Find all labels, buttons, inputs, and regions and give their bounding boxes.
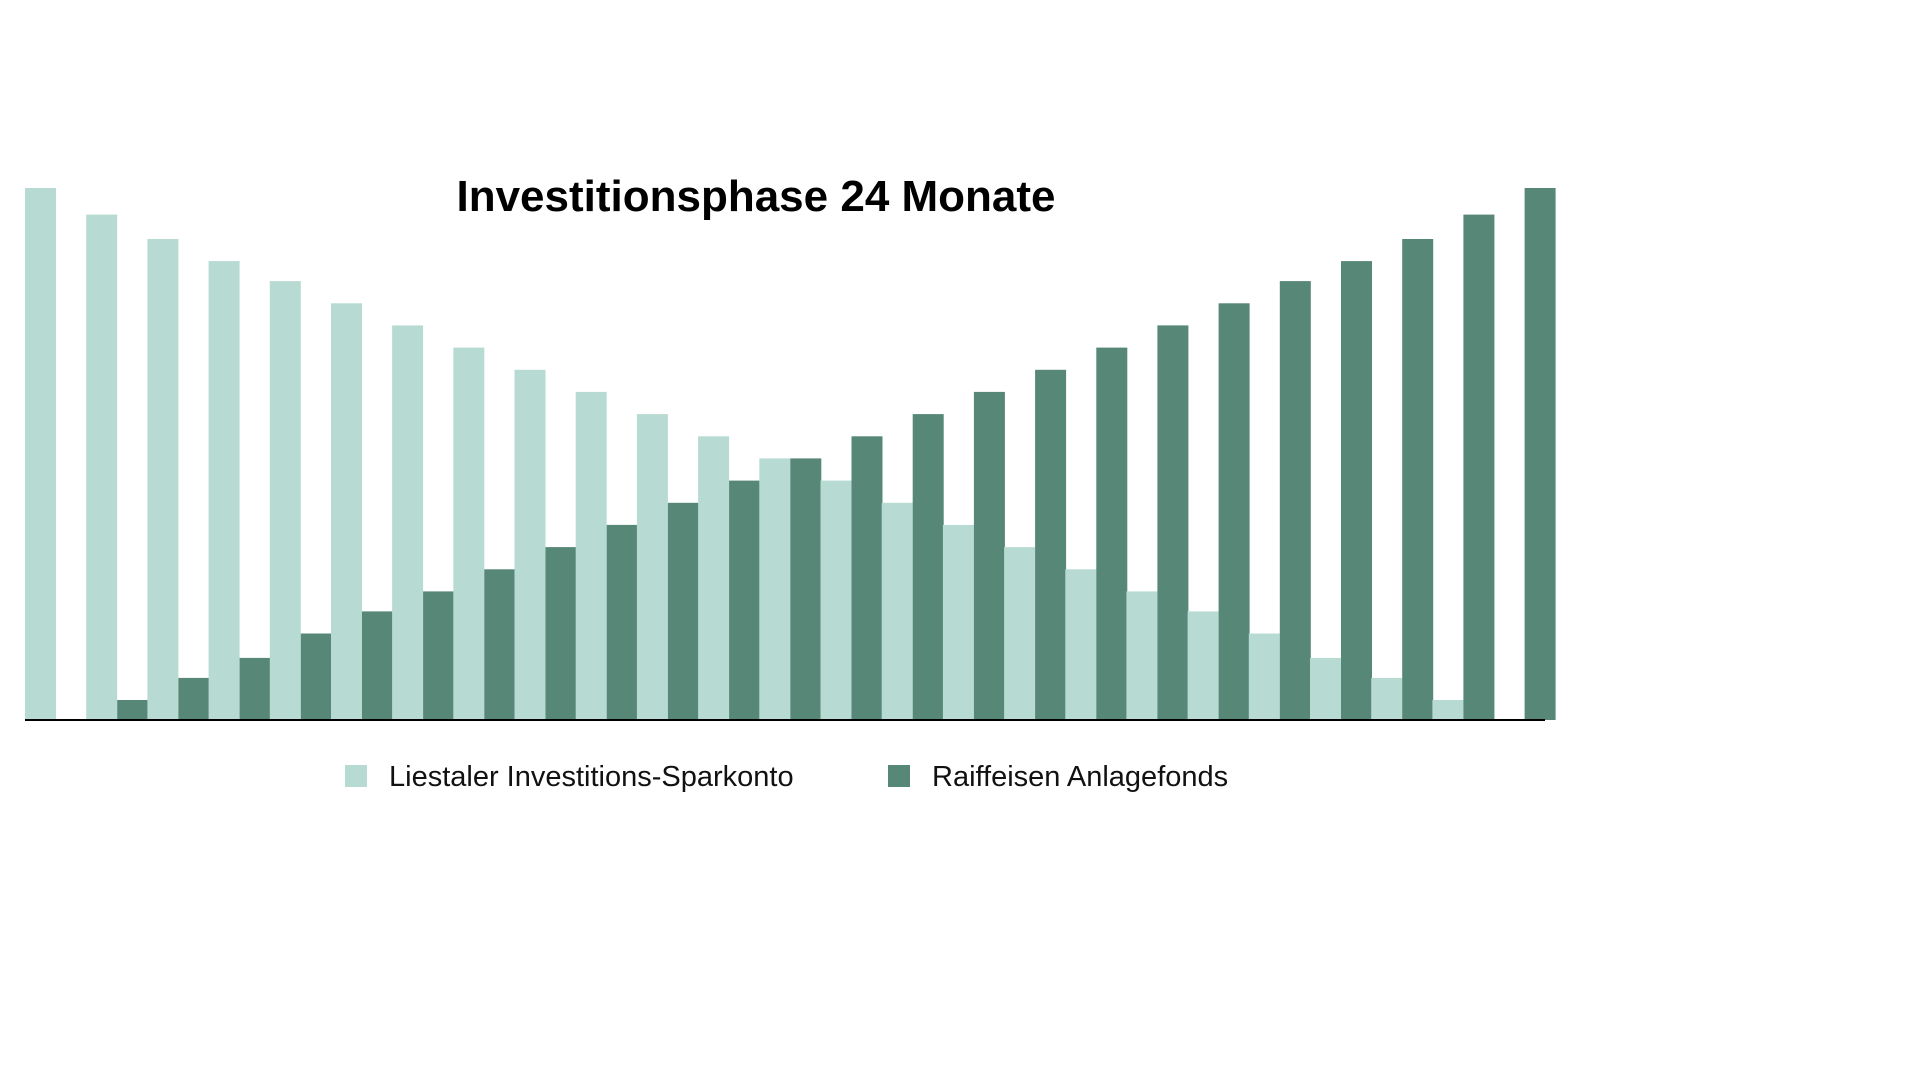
legend-label-sparkonto: Liestaler Investitions-Sparkonto — [389, 761, 794, 793]
bar-sparkonto-0 — [25, 188, 56, 720]
bar-sparkonto-23 — [1432, 700, 1464, 720]
bar-anlagefonds-16 — [1035, 369, 1067, 720]
bar-sparkonto-1 — [86, 214, 118, 720]
bar-anlagefonds-23 — [1463, 214, 1495, 720]
bar-anlagefonds-2 — [178, 677, 210, 720]
bar-sparkonto-17 — [1065, 569, 1097, 720]
bar-sparkonto-12 — [759, 458, 791, 720]
bar-anlagefonds-1 — [117, 700, 149, 720]
bar-sparkonto-13 — [820, 480, 852, 720]
bar-anlagefonds-18 — [1157, 325, 1189, 720]
bar-anlagefonds-3 — [239, 657, 271, 720]
bar-sparkonto-14 — [881, 502, 913, 720]
bar-sparkonto-3 — [208, 261, 240, 720]
bar-anlagefonds-17 — [1096, 347, 1128, 720]
chart: Investitionsphase 24 Monate Liestaler In… — [25, 172, 1556, 793]
bar-sparkonto-6 — [392, 325, 424, 720]
legend-label-anlagefonds: Raiffeisen Anlagefonds — [932, 761, 1228, 793]
bar-anlagefonds-15 — [973, 391, 1005, 720]
legend-swatch-anlagefonds — [888, 765, 910, 787]
bar-sparkonto-9 — [575, 391, 607, 720]
bar-sparkonto-8 — [514, 369, 546, 720]
bar-anlagefonds-12 — [790, 458, 822, 720]
bar-sparkonto-22 — [1371, 677, 1403, 720]
bar-anlagefonds-11 — [729, 480, 761, 720]
bar-sparkonto-15 — [942, 524, 974, 720]
chart-title: Investitionsphase 24 Monate — [456, 172, 1055, 221]
bars-group — [25, 188, 1556, 720]
legend-item-sparkonto: Liestaler Investitions-Sparkonto — [345, 761, 794, 793]
bar-anlagefonds-5 — [362, 611, 393, 720]
bar-anlagefonds-20 — [1279, 281, 1311, 720]
legend-swatch-sparkonto — [345, 765, 367, 787]
bar-sparkonto-10 — [636, 414, 668, 720]
bar-sparkonto-16 — [1004, 547, 1036, 720]
bar-sparkonto-2 — [147, 239, 179, 720]
bar-anlagefonds-14 — [912, 414, 944, 720]
legend: Liestaler Investitions-Sparkonto Raiffei… — [345, 761, 1228, 793]
bar-sparkonto-11 — [698, 436, 730, 720]
legend-item-anlagefonds: Raiffeisen Anlagefonds — [888, 761, 1228, 793]
bar-sparkonto-18 — [1126, 591, 1158, 720]
bar-sparkonto-4 — [269, 281, 301, 720]
bar-sparkonto-20 — [1248, 633, 1280, 720]
bar-anlagefonds-19 — [1218, 303, 1250, 720]
bar-anlagefonds-13 — [851, 436, 883, 720]
bar-sparkonto-5 — [331, 303, 362, 720]
bar-anlagefonds-22 — [1402, 239, 1434, 720]
bar-anlagefonds-7 — [484, 569, 516, 720]
bar-anlagefonds-24 — [1524, 188, 1556, 720]
bar-sparkonto-19 — [1187, 611, 1219, 720]
bar-anlagefonds-9 — [606, 524, 638, 720]
bar-sparkonto-21 — [1310, 657, 1341, 720]
bar-anlagefonds-8 — [545, 547, 577, 720]
bar-anlagefonds-21 — [1341, 261, 1372, 720]
bar-sparkonto-7 — [453, 347, 485, 720]
bar-anlagefonds-10 — [667, 502, 699, 720]
bar-anlagefonds-4 — [300, 633, 332, 720]
bar-anlagefonds-6 — [423, 591, 455, 720]
